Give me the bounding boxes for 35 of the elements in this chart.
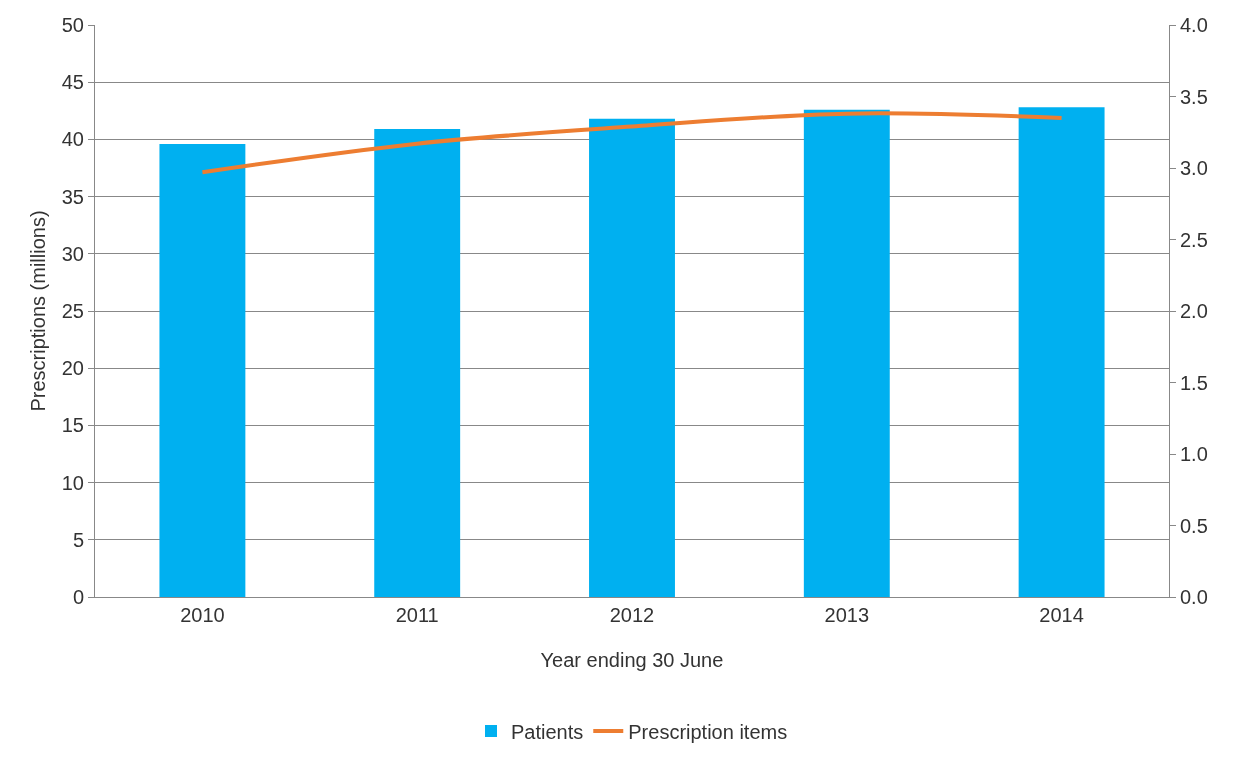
x-tick-label: 2014: [1039, 604, 1084, 626]
y-tick-label: 15: [61, 414, 84, 437]
x-tick-label: 2011: [395, 604, 439, 626]
y2-tick-label: 2.5: [1180, 228, 1208, 251]
bar: [1018, 107, 1105, 597]
bar: [803, 109, 890, 597]
y2-tick-label: 0.0: [1180, 586, 1208, 608]
y-tick-label: 5: [72, 528, 84, 551]
y-tick-label: 45: [61, 71, 84, 94]
y-tick-label: 50: [61, 14, 84, 36]
bar: [589, 118, 675, 597]
x-tick-label: 2010: [180, 604, 225, 626]
legend-label: Prescription items: [628, 720, 788, 743]
x-axis-title: Year ending 30 June: [540, 649, 724, 671]
y-tick-label: 40: [61, 128, 84, 151]
y2-tick-label: 4.0: [1180, 14, 1208, 36]
y-axis-title: Prescriptions (millions): [27, 210, 49, 412]
line-series: [200, 111, 1064, 175]
bar: [374, 129, 461, 597]
bar: [159, 143, 246, 597]
y-tick-label: 30: [61, 242, 84, 265]
y-tick-label: 10: [61, 471, 84, 494]
y2-tick-label: 3.5: [1180, 85, 1208, 108]
y2-tick-label: 0.5: [1180, 514, 1208, 537]
x-tick-label: 2012: [609, 604, 655, 626]
y2-tick-label: 2.0: [1180, 300, 1208, 322]
y-tick-label: 20: [61, 357, 84, 380]
y-tick-label: 25: [61, 300, 84, 322]
y2-tick-label: 1.5: [1180, 371, 1208, 394]
y-tick-label: 0: [72, 586, 84, 608]
y-tick-label: 35: [61, 185, 84, 208]
legend-label: Patients: [511, 720, 584, 743]
y2-tick-label: 1.0: [1180, 443, 1208, 465]
x-tick-label: 2013: [824, 604, 870, 626]
y2-tick-label: 3.0: [1180, 157, 1208, 179]
